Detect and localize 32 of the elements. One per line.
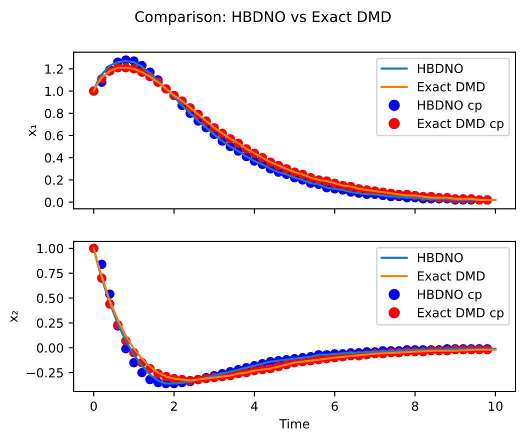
y-tick-label: −0.25 bbox=[26, 368, 63, 378]
legend-label: Exact DMD bbox=[418, 82, 485, 92]
y-tick-label: 1.2 bbox=[45, 64, 63, 74]
legend-label: Exact DMD cp bbox=[418, 118, 504, 131]
x-tick-label: 6 bbox=[332, 401, 338, 411]
legend-label: Exact DMD cp bbox=[418, 308, 504, 320]
legend-label: HBDNO bbox=[418, 64, 463, 74]
y-tick-label: 0.25 bbox=[36, 318, 63, 328]
y-tick-label: 1.00 bbox=[37, 244, 64, 254]
y-tick-label: 0.6 bbox=[44, 130, 64, 140]
y-axis-title: x₂ bbox=[10, 311, 18, 322]
x-tick-label: 10 bbox=[488, 401, 503, 411]
y-axis-title: x₁ bbox=[29, 124, 36, 136]
point bbox=[137, 368, 147, 378]
legend-label: HBDNO cp bbox=[418, 100, 482, 112]
y-tick-label: 0.75 bbox=[36, 268, 63, 278]
y-tick-label: 0.00 bbox=[36, 343, 64, 353]
y-tick-label: 0.0 bbox=[44, 198, 64, 208]
x-axis-title: Time bbox=[279, 418, 310, 429]
legend-label: HBDNO bbox=[418, 252, 463, 262]
x-tick-label: 4 bbox=[251, 402, 258, 411]
legend-label: Exact DMD bbox=[418, 271, 485, 281]
y-tick-label: 0.2 bbox=[44, 175, 63, 185]
x-tick-label: 8 bbox=[412, 401, 418, 411]
legend-label: HBDNO cp bbox=[418, 290, 482, 302]
y-tick-label: 1.0 bbox=[45, 86, 64, 96]
chart-title: Comparison: HBDNO vs Exact DMD bbox=[135, 10, 391, 25]
y-tick-label: 0.8 bbox=[44, 108, 64, 118]
y-tick-label: 0.4 bbox=[44, 153, 64, 163]
y-tick-label: 0.50 bbox=[36, 294, 64, 304]
x-tick-label: 0 bbox=[90, 401, 97, 411]
x-tick-label: 2 bbox=[171, 401, 177, 411]
